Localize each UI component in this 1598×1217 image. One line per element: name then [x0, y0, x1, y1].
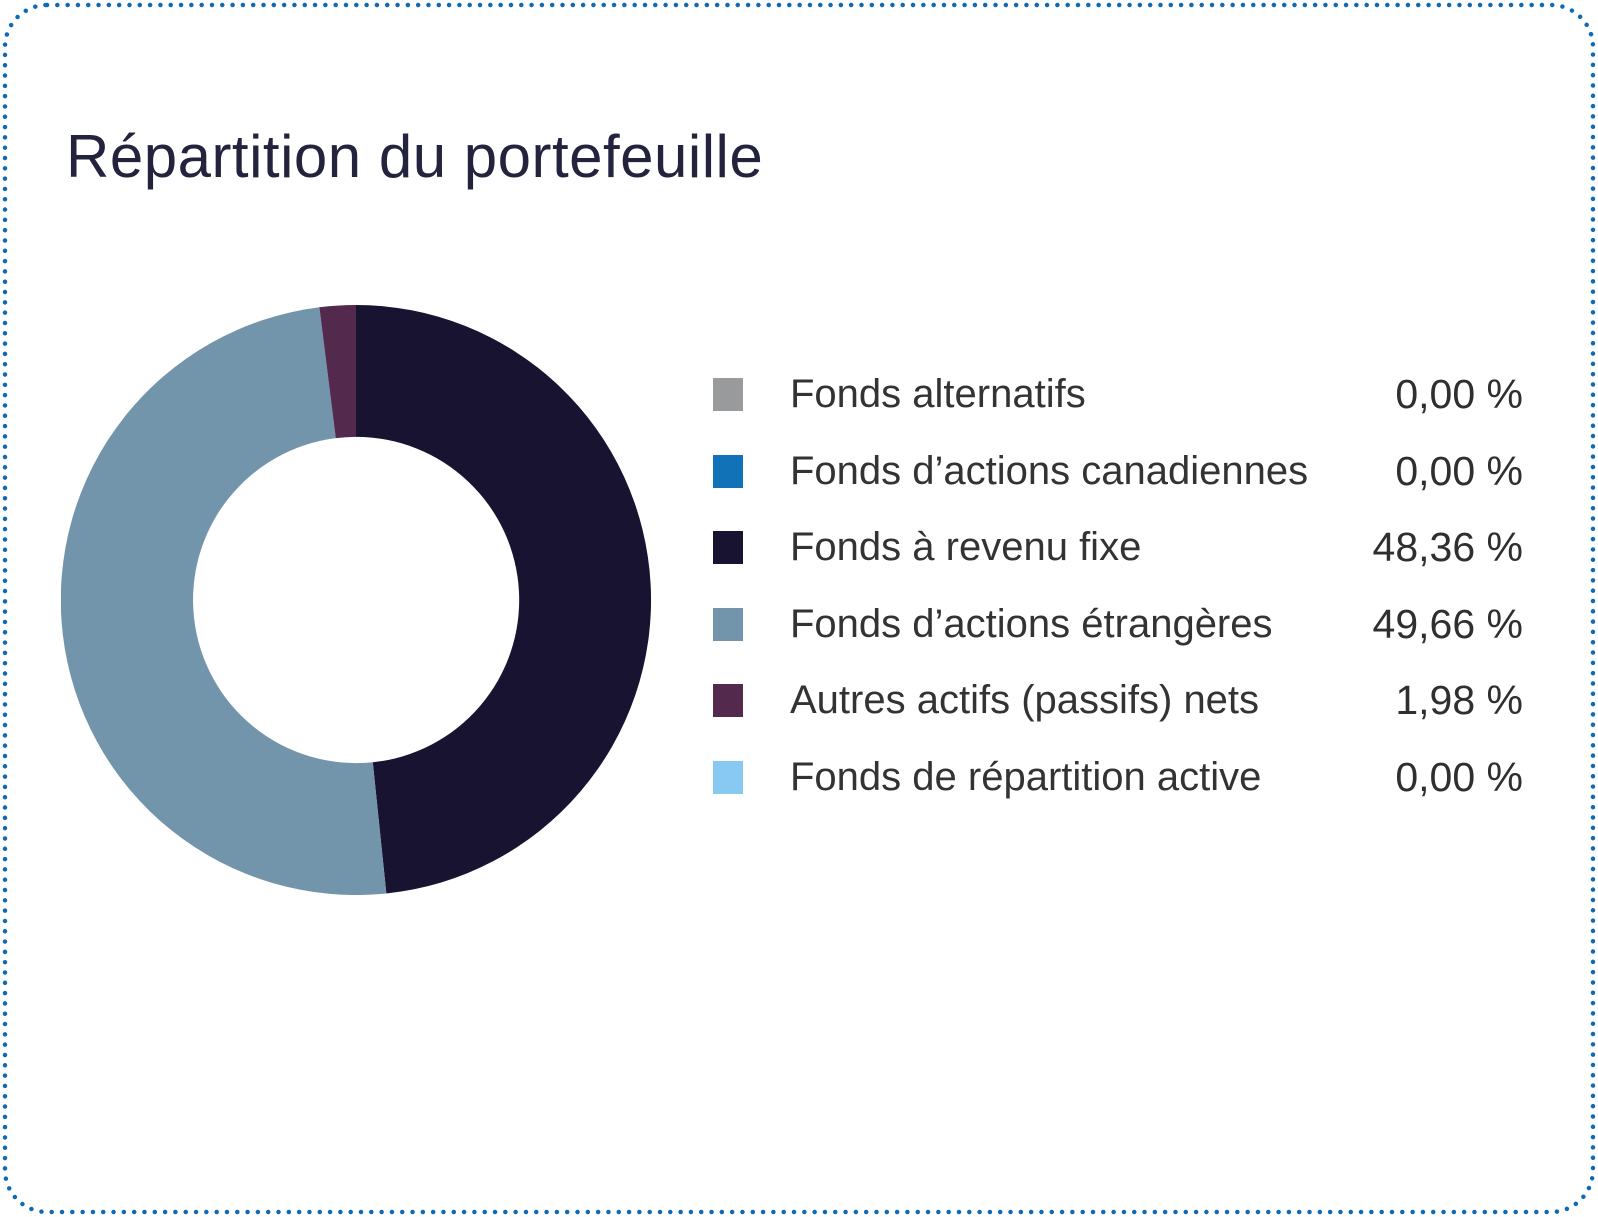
legend-swatch: [713, 454, 743, 488]
chart-title: Répartition du portefeuille: [66, 123, 764, 190]
donut-slice: [319, 305, 356, 439]
legend-value: 0,00 %: [1395, 371, 1523, 417]
legend-swatch: [713, 378, 743, 411]
legend-value: 48,36 %: [1372, 524, 1523, 570]
chart-legend: Fonds alternatifs 0,00 % Fonds d’actions…: [713, 371, 1523, 837]
legend-label: Fonds alternatifs: [790, 372, 1086, 416]
donut-chart: [61, 305, 651, 895]
legend-label: Autres actifs (passifs) nets: [790, 678, 1260, 722]
legend-value: 1,98 %: [1395, 677, 1523, 723]
legend-value: 0,00 %: [1395, 447, 1523, 494]
legend-value: 0,00 %: [1395, 753, 1523, 800]
legend-swatch: [713, 684, 743, 717]
legend-item: Fonds d’actions étrangères 49,66 %: [713, 601, 1523, 647]
legend-label: Fonds d’actions étrangères: [790, 601, 1273, 646]
legend-swatch: [713, 760, 743, 794]
legend-item: Fonds alternatifs 0,00 %: [713, 371, 1523, 417]
legend-item: Fonds de répartition active 0,00 %: [713, 754, 1523, 800]
legend-swatch: [713, 607, 743, 641]
legend-label: Fonds d’actions canadiennes: [790, 448, 1309, 493]
legend-label: Fonds de répartition active: [790, 754, 1262, 799]
legend-value: 49,66 %: [1372, 600, 1523, 647]
legend-item: Autres actifs (passifs) nets 1,98 %: [713, 677, 1523, 723]
legend-item: Fonds à revenu fixe 48,36 %: [713, 524, 1523, 570]
legend-swatch: [713, 531, 743, 564]
legend-label: Fonds à revenu fixe: [790, 525, 1142, 569]
legend-item: Fonds d’actions canadiennes 0,00 %: [713, 448, 1523, 494]
donut-slice: [356, 305, 651, 894]
donut-slice: [61, 307, 387, 895]
